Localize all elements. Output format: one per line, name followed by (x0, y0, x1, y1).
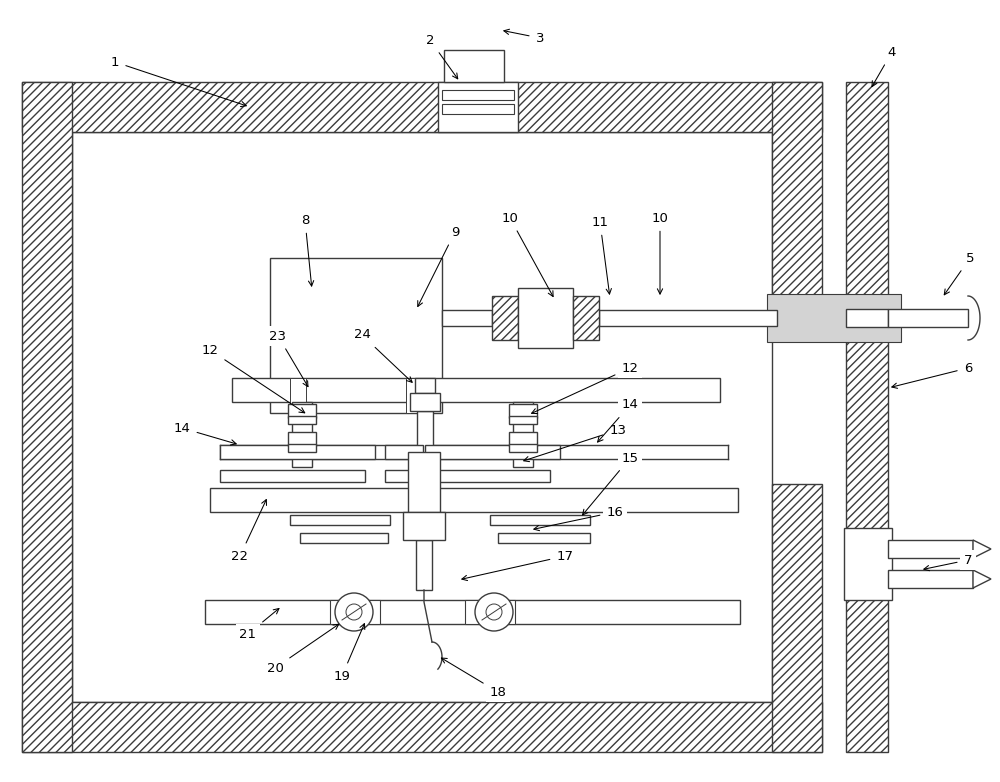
Bar (292, 402, 312, 467)
Bar (573, 296, 599, 340)
Bar (509, 416, 537, 424)
Bar (846, 309, 888, 327)
Bar (442, 310, 492, 326)
Bar (846, 82, 888, 752)
Text: 21: 21 (240, 608, 279, 640)
Bar (205, 600, 740, 624)
Bar (772, 82, 822, 336)
Bar (300, 533, 388, 543)
Bar (22, 82, 72, 752)
Bar (403, 512, 445, 540)
Text: 12: 12 (202, 343, 305, 413)
Bar (385, 470, 413, 482)
Bar (385, 445, 423, 459)
Text: 20: 20 (267, 624, 339, 675)
Text: 16: 16 (534, 505, 623, 531)
Bar (22, 82, 822, 132)
Bar (290, 515, 390, 525)
Bar (288, 432, 316, 446)
Bar (288, 404, 316, 418)
Bar (416, 540, 432, 590)
Text: 11: 11 (592, 216, 611, 294)
Text: 14: 14 (174, 421, 236, 445)
Text: 1: 1 (111, 56, 246, 106)
Polygon shape (973, 570, 991, 588)
Bar (509, 444, 537, 452)
Bar (490, 515, 590, 525)
Bar (438, 82, 518, 132)
Text: 3: 3 (504, 29, 544, 45)
Bar (415, 378, 435, 393)
Text: 19: 19 (334, 623, 365, 683)
Text: 9: 9 (418, 225, 459, 307)
Bar (442, 104, 514, 114)
Text: 10: 10 (502, 211, 553, 296)
Bar (425, 470, 550, 482)
Bar (330, 600, 380, 624)
Text: 23: 23 (270, 329, 308, 386)
Bar (232, 378, 720, 402)
Bar (513, 402, 533, 467)
Bar (888, 309, 968, 327)
Bar (509, 432, 537, 446)
Text: 12: 12 (532, 361, 639, 414)
Text: 15: 15 (583, 451, 639, 515)
Bar (498, 533, 590, 543)
Text: 5: 5 (944, 252, 974, 295)
Text: 14: 14 (598, 399, 638, 442)
Bar (767, 294, 901, 342)
Bar (408, 452, 440, 512)
Bar (417, 411, 433, 481)
Text: 22: 22 (232, 500, 266, 562)
Text: 7: 7 (924, 554, 972, 571)
Bar (210, 488, 738, 512)
Bar (518, 288, 573, 348)
Text: 17: 17 (462, 550, 574, 580)
Text: 24: 24 (354, 328, 412, 382)
Bar (442, 90, 514, 100)
Bar (599, 310, 777, 326)
Bar (444, 50, 504, 82)
Text: 8: 8 (301, 213, 314, 286)
Bar (888, 540, 973, 558)
Bar (220, 470, 365, 482)
Bar (509, 404, 537, 418)
Bar (220, 445, 375, 459)
Bar (492, 296, 518, 340)
Bar (270, 258, 442, 413)
Text: 13: 13 (524, 424, 626, 461)
Polygon shape (973, 540, 991, 558)
Bar (290, 378, 306, 413)
Text: 6: 6 (892, 361, 972, 389)
Text: 18: 18 (441, 658, 506, 698)
Circle shape (475, 593, 513, 631)
Text: 2: 2 (426, 34, 458, 79)
Bar (465, 600, 515, 624)
Bar (772, 484, 822, 752)
Bar (425, 445, 560, 459)
Bar (406, 378, 422, 413)
Bar (288, 416, 316, 424)
Text: 4: 4 (872, 45, 896, 87)
Text: 10: 10 (652, 211, 668, 294)
Bar (844, 528, 892, 600)
Bar (410, 393, 440, 411)
Bar (22, 702, 822, 752)
Bar (288, 444, 316, 452)
Bar (888, 570, 973, 588)
Circle shape (335, 593, 373, 631)
Bar (72, 132, 772, 702)
